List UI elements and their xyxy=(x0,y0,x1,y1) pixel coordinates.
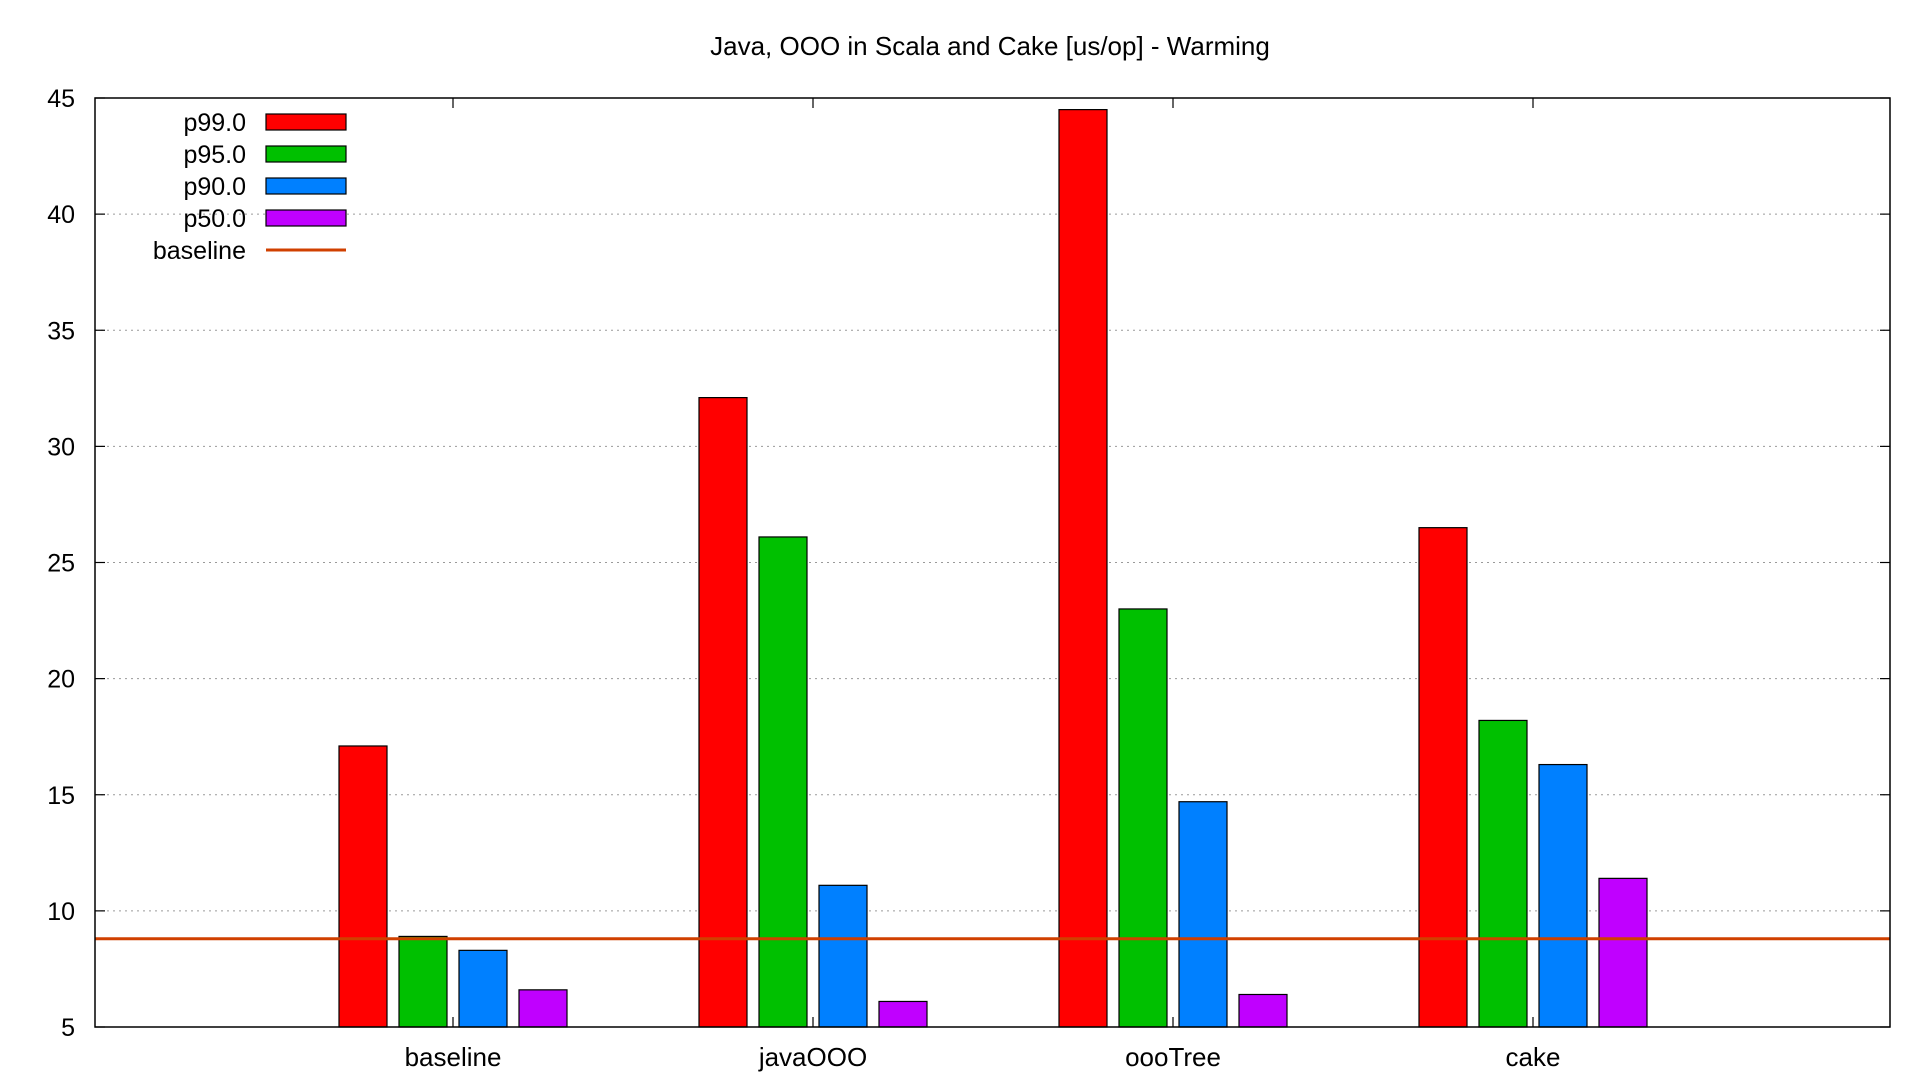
y-tick-label: 30 xyxy=(47,433,75,461)
x-category-label: cake xyxy=(1506,1042,1561,1072)
legend-label: p90.0 xyxy=(183,173,246,201)
legend-swatch xyxy=(265,177,347,195)
bar-p99.0-oooTree xyxy=(1058,109,1108,1028)
bar-p90.0-cake xyxy=(1538,763,1588,1028)
bar-p50.0-cake xyxy=(1598,877,1648,1028)
x-category-label: javaOOO xyxy=(758,1042,867,1072)
bar-p99.0-cake xyxy=(1418,527,1468,1028)
bar-p90.0-javaOOO xyxy=(818,884,868,1028)
bar-p90.0-oooTree xyxy=(1178,801,1228,1028)
bar-p99.0-baseline xyxy=(338,745,388,1028)
x-axis-categories: baseline javaOOO oooTree cake xyxy=(405,98,1561,1072)
legend-swatch xyxy=(265,113,347,131)
y-tick-label: 40 xyxy=(47,201,75,229)
bar-p90.0-baseline xyxy=(458,949,508,1028)
legend-swatch xyxy=(265,209,347,227)
bar-p50.0-javaOOO xyxy=(878,1000,928,1028)
bar-p50.0-oooTree xyxy=(1238,993,1288,1028)
bars xyxy=(338,109,1648,1028)
y-tick-label: 20 xyxy=(47,666,75,694)
bar-p95.0-cake xyxy=(1478,719,1528,1028)
chart-title: Java, OOO in Scala and Cake [us/op] - Wa… xyxy=(710,31,1270,61)
y-axis-ticks: 5 10 15 20 25 30 35 40 45 xyxy=(47,85,1890,1042)
bar-p50.0-baseline xyxy=(518,989,568,1028)
x-category-label: oooTree xyxy=(1125,1042,1221,1072)
bar-p99.0-javaOOO xyxy=(698,397,748,1028)
legend-label: p99.0 xyxy=(183,109,246,137)
legend: p99.0 p95.0 p90.0 p50.0 baseline xyxy=(153,109,347,265)
bar-p95.0-baseline xyxy=(398,935,448,1028)
gridlines xyxy=(95,213,1890,912)
y-tick-label: 35 xyxy=(47,317,75,345)
y-tick-label: 25 xyxy=(47,550,75,578)
y-tick-label: 15 xyxy=(47,782,75,810)
x-category-label: baseline xyxy=(405,1042,502,1072)
bar-p95.0-oooTree xyxy=(1118,608,1168,1028)
y-tick-label: 45 xyxy=(47,85,75,113)
legend-label: baseline xyxy=(153,237,246,265)
legend-swatch xyxy=(265,145,347,163)
legend-label: p50.0 xyxy=(183,205,246,233)
y-tick-label: 5 xyxy=(61,1014,75,1042)
legend-label: p95.0 xyxy=(183,141,246,169)
y-tick-label: 10 xyxy=(47,898,75,926)
bar-p95.0-javaOOO xyxy=(758,536,808,1028)
